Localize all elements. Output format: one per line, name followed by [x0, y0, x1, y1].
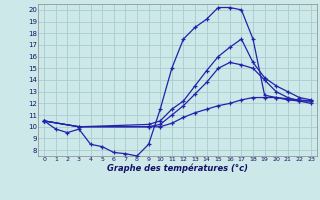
X-axis label: Graphe des températures (°c): Graphe des températures (°c) [107, 164, 248, 173]
